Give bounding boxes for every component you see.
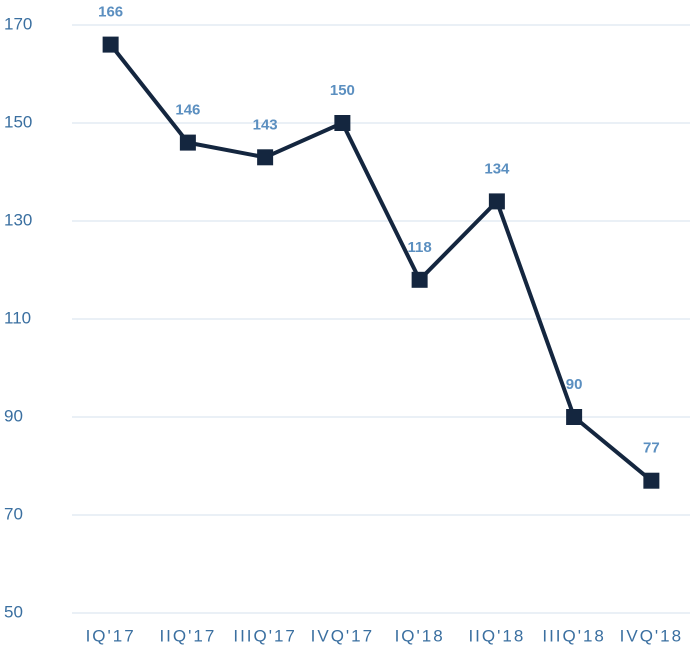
data-label: 166: [98, 4, 123, 21]
y-tick-label: 110: [4, 308, 31, 327]
x-tick-label: IIQ'17: [159, 626, 216, 645]
x-tick-label: IIIQ'17: [233, 626, 297, 645]
y-tick-label: 70: [4, 504, 23, 523]
y-tick-label: 50: [4, 602, 23, 621]
x-tick-label: IIIQ'18: [542, 626, 606, 645]
data-label: 77: [643, 440, 660, 457]
x-tick-label: IVQ'18: [620, 626, 683, 645]
data-label: 150: [330, 82, 355, 99]
x-tick-label: IVQ'17: [311, 626, 374, 645]
line: [109, 43, 653, 483]
data-label: 118: [408, 239, 432, 256]
data-label: 134: [484, 160, 510, 177]
x-tick-label: IIQ'18: [468, 626, 525, 645]
y-tick-label: 130: [4, 210, 32, 229]
data-label: 90: [566, 376, 583, 393]
y-tick-label: 170: [4, 14, 32, 33]
y-tick-label: 150: [4, 112, 32, 131]
marker: [179, 134, 196, 151]
x-tick-label: IQ'18: [395, 626, 445, 645]
marker: [257, 149, 274, 166]
data-label: 146: [175, 102, 200, 119]
marker: [411, 271, 428, 288]
marker: [488, 193, 505, 210]
marker: [334, 115, 351, 131]
marker: [643, 472, 660, 489]
x-tick-label: IQ'17: [86, 626, 136, 645]
marker: [566, 409, 583, 425]
data-label: 143: [253, 116, 278, 133]
marker: [102, 36, 119, 53]
y-tick-label: 90: [4, 406, 23, 425]
